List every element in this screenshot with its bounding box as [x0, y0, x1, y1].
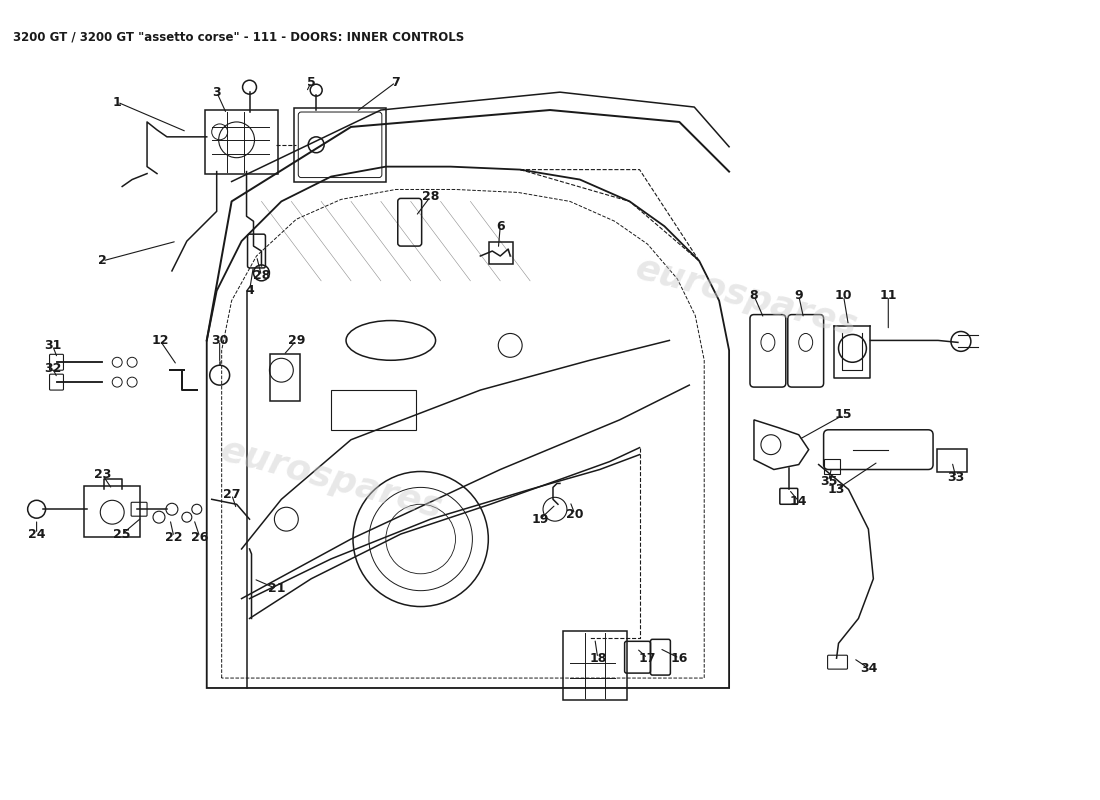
Text: 10: 10 — [835, 290, 852, 302]
Text: 2: 2 — [98, 254, 107, 267]
Text: 23: 23 — [94, 468, 111, 481]
Text: 16: 16 — [671, 652, 688, 665]
Text: 25: 25 — [113, 527, 131, 541]
Text: 26: 26 — [191, 530, 209, 543]
Text: 3200 GT / 3200 GT "assetto corse" - 111 - DOORS: INNER CONTROLS: 3200 GT / 3200 GT "assetto corse" - 111 … — [13, 30, 464, 43]
Text: 30: 30 — [211, 334, 229, 347]
Text: 17: 17 — [639, 652, 657, 665]
Text: 31: 31 — [44, 339, 62, 352]
Text: 12: 12 — [151, 334, 168, 347]
Text: 32: 32 — [44, 362, 62, 374]
Text: 5: 5 — [307, 76, 316, 89]
Text: 28: 28 — [422, 190, 439, 203]
Text: eurospares: eurospares — [217, 434, 446, 526]
Text: 29: 29 — [287, 334, 305, 347]
Text: 18: 18 — [590, 652, 606, 665]
Text: 34: 34 — [860, 662, 877, 674]
Text: 24: 24 — [28, 527, 45, 541]
Text: 13: 13 — [828, 483, 845, 496]
Text: 20: 20 — [566, 508, 584, 521]
Text: 3: 3 — [212, 86, 221, 98]
Text: 28: 28 — [253, 270, 271, 282]
Text: eurospares: eurospares — [632, 250, 861, 342]
Text: 15: 15 — [835, 408, 852, 422]
Text: 21: 21 — [267, 582, 285, 595]
Text: 9: 9 — [794, 290, 803, 302]
Text: 22: 22 — [165, 530, 183, 543]
Text: 19: 19 — [531, 513, 549, 526]
Text: 27: 27 — [223, 488, 241, 501]
Text: 4: 4 — [245, 284, 254, 298]
Text: 33: 33 — [947, 471, 965, 484]
Text: 8: 8 — [750, 290, 758, 302]
Text: 7: 7 — [392, 76, 400, 89]
Text: 1: 1 — [113, 95, 122, 109]
Text: 11: 11 — [880, 290, 896, 302]
Text: 6: 6 — [496, 220, 505, 233]
Text: 35: 35 — [820, 475, 837, 488]
Text: 14: 14 — [790, 494, 807, 508]
